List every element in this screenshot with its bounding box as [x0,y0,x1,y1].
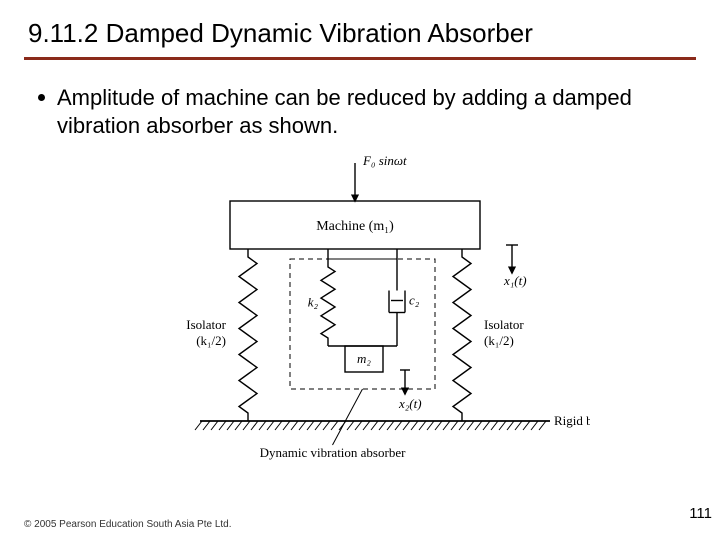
bullet-marker [38,94,45,101]
figure-container: F₀ sinωt Machine (m₁) x₁(t) Rigid base Isola… [24,151,696,471]
slide-title: 9.11.2 Damped Dynamic Vibration Absorber [24,12,696,60]
bullet-item: Amplitude of machine can be reduced by a… [24,84,696,139]
copyright-footer: © 2005 Pearson Education South Asia Pte … [24,519,232,530]
svg-text:(k₁/2): (k₁/2) [484,333,514,348]
svg-text:Isolator: Isolator [186,317,226,332]
svg-text:Dynamic vibration absorber: Dynamic vibration absorber [260,445,407,460]
page-number: 111 [689,505,712,522]
svg-text:k₂: k₂ [308,295,319,310]
svg-text:Machine (m₁): Machine (m₁) [316,219,394,234]
svg-text:Rigid base: Rigid base [554,413,590,428]
svg-text:x₂(t): x₂(t) [398,396,422,411]
svg-text:Isolator: Isolator [484,317,524,332]
slide: 9.11.2 Damped Dynamic Vibration Absorber… [0,0,720,540]
svg-text:x₁(t): x₁(t) [503,273,527,288]
svg-text:F₀ sinωt: F₀ sinωt [362,153,407,168]
bullet-text: Amplitude of machine can be reduced by a… [57,84,696,139]
svg-text:c₂: c₂ [409,293,420,308]
svg-text:(k₁/2): (k₁/2) [196,333,226,348]
svg-text:m₂: m₂ [357,351,371,366]
vibration-absorber-diagram: F₀ sinωt Machine (m₁) x₁(t) Rigid base Isola… [130,151,590,471]
